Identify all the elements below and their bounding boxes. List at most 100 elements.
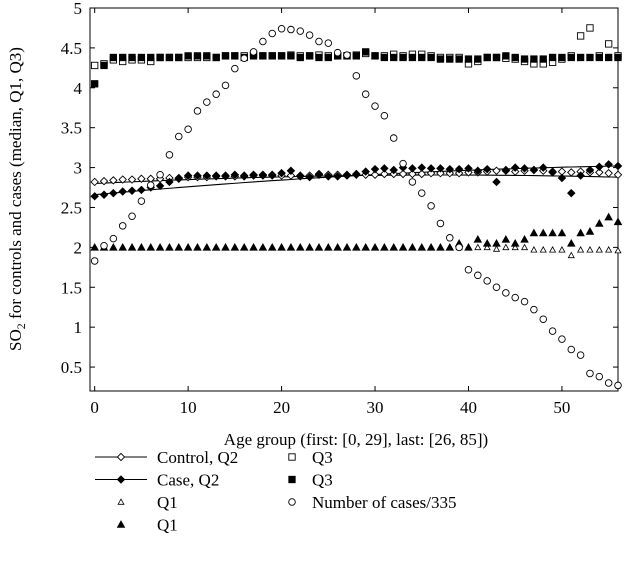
- data-point: [287, 52, 295, 60]
- data-point: [277, 242, 286, 251]
- data-point: [473, 166, 483, 176]
- y-tick-label: 4: [74, 79, 83, 98]
- data-point: [417, 163, 426, 172]
- legend-marker: [116, 520, 126, 528]
- data-point: [604, 212, 613, 221]
- data-point: [501, 234, 511, 243]
- data-point: [380, 111, 389, 120]
- data-point: [454, 164, 464, 174]
- data-point: [193, 52, 202, 60]
- data-point: [118, 187, 127, 196]
- data-point: [520, 234, 529, 243]
- data-point: [314, 242, 324, 251]
- data-point: [408, 242, 417, 251]
- data-point: [567, 168, 576, 177]
- data-point: [530, 305, 538, 314]
- data-point: [361, 167, 370, 176]
- data-point: [99, 176, 109, 186]
- data-point: [371, 102, 379, 110]
- data-point: [305, 172, 314, 182]
- data-point: [100, 61, 108, 70]
- data-point: [417, 169, 426, 179]
- data-point: [511, 243, 519, 251]
- data-point: [119, 53, 127, 62]
- data-point: [492, 283, 501, 292]
- data-point: [557, 173, 567, 183]
- data-point: [305, 242, 314, 251]
- data-point: [436, 168, 445, 178]
- data-point: [474, 243, 482, 251]
- data-point: [492, 177, 501, 187]
- data-point: [380, 169, 389, 179]
- data-point: [586, 53, 594, 62]
- data-point: [296, 53, 304, 62]
- data-point: [614, 53, 622, 62]
- data-point: [109, 242, 118, 251]
- x-tick-label: 50: [553, 398, 570, 417]
- legend-label: Q1: [157, 516, 178, 535]
- legend-label: Number of cases/335: [312, 493, 456, 512]
- data-point: [511, 293, 519, 302]
- data-point: [529, 165, 539, 175]
- data-point: [239, 242, 249, 251]
- data-point: [184, 125, 192, 134]
- data-point: [249, 48, 258, 56]
- y-axis-label-part1: SO: [6, 329, 25, 351]
- data-point: [342, 171, 352, 180]
- data-point: [193, 171, 202, 180]
- data-point: [613, 161, 623, 171]
- data-point: [502, 243, 510, 251]
- data-point: [352, 242, 361, 251]
- legend-marker: [116, 452, 126, 462]
- data-point: [165, 53, 174, 62]
- data-point: [408, 178, 417, 186]
- data-point: [137, 53, 146, 62]
- y-tick-label: 0.5: [61, 358, 82, 377]
- data-point: [230, 170, 240, 180]
- data-point: [455, 55, 463, 63]
- data-point: [127, 186, 137, 195]
- data-point: [492, 166, 501, 176]
- data-point: [127, 242, 137, 251]
- data-point: [146, 242, 156, 251]
- legend-item: Q3: [288, 471, 333, 490]
- data-point: [156, 53, 164, 62]
- data-point: [557, 228, 567, 237]
- data-point: [155, 242, 165, 251]
- data-point: [417, 242, 427, 251]
- data-point: [595, 246, 603, 253]
- data-point: [418, 53, 426, 62]
- data-point: [510, 238, 520, 247]
- data-point: [286, 171, 296, 180]
- data-point: [473, 234, 483, 243]
- data-point: [577, 246, 585, 253]
- data-point: [286, 242, 296, 251]
- legend: Control, Q2 Case, Q2 Q1 Q1 Q3 Q3 Number of cas…: [95, 448, 456, 535]
- data-point: [109, 188, 118, 198]
- data-marks: [90, 24, 623, 390]
- data-point: [127, 175, 137, 184]
- data-point: [427, 53, 435, 62]
- data-point: [492, 53, 501, 62]
- data-point: [529, 228, 539, 237]
- data-point: [520, 164, 529, 173]
- data-point: [315, 53, 323, 62]
- data-point: [193, 107, 202, 115]
- data-point: [549, 246, 557, 253]
- data-point: [165, 177, 174, 187]
- series-5: [91, 48, 622, 88]
- data-point: [436, 164, 445, 173]
- data-point: [595, 168, 604, 177]
- data-point: [483, 243, 491, 251]
- axis-ticks: [90, 7, 618, 391]
- data-point: [212, 53, 220, 62]
- data-point: [352, 72, 361, 80]
- data-point: [147, 53, 155, 62]
- data-point: [193, 242, 202, 251]
- data-point: [352, 169, 361, 179]
- data-point: [605, 246, 613, 253]
- data-point: [398, 169, 408, 179]
- data-point: [137, 174, 146, 183]
- data-point: [380, 53, 389, 62]
- data-point: [231, 52, 239, 60]
